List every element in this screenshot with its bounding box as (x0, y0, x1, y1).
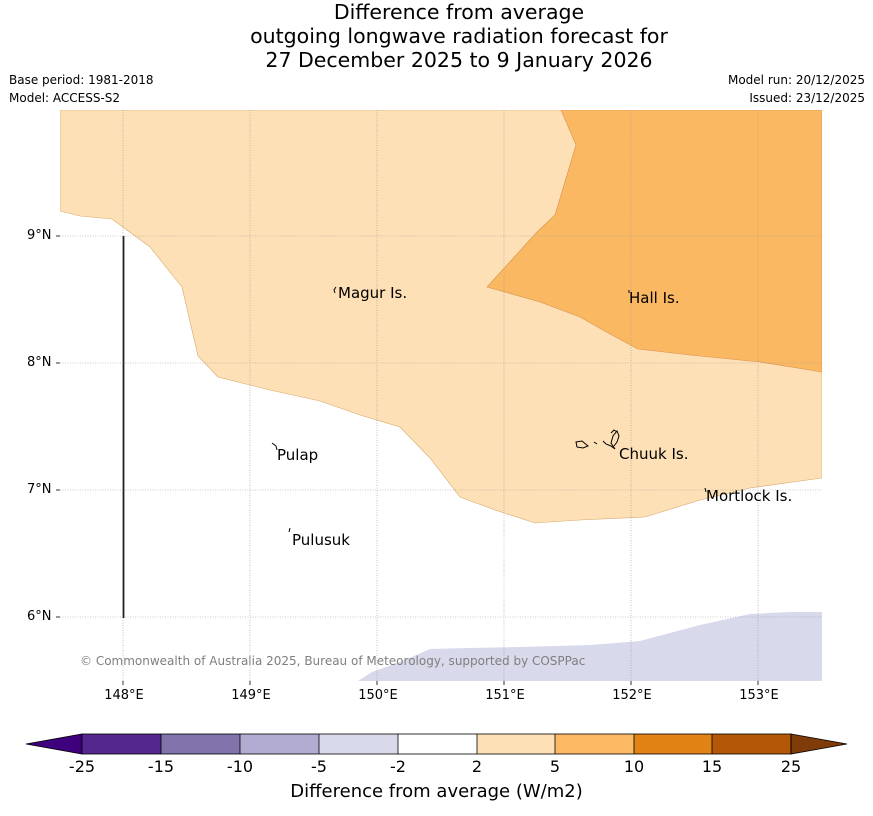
anomaly-region-5-to-10 (486, 110, 822, 373)
colorbar-tick-neg10: -10 (226, 757, 254, 776)
colorbar-extend-high (790, 733, 848, 755)
anomaly-region-neg5-to-neg2 (358, 612, 822, 681)
magur-island-shape (333, 286, 337, 294)
colorbar-swatch-8 (634, 734, 712, 754)
colorbar-swatch-7 (555, 734, 634, 754)
copyright-notice: © Commonwealth of Australia 2025, Bureau… (80, 654, 585, 668)
label-pulusuk: Pulusuk (292, 531, 350, 549)
pulusuk-island-shape (288, 527, 291, 533)
lon-label-150e: 150°E (358, 688, 398, 703)
colorbar-tick-2: 2 (471, 757, 483, 776)
colorbar-tick-neg15: -15 (147, 757, 175, 776)
colorbar-swatch-2 (161, 734, 240, 754)
label-magur: Magur Is. (338, 284, 407, 302)
colorbar-tick-5: 5 (549, 757, 561, 776)
title-line-1: Difference from average (333, 0, 585, 24)
mortlock-island-shape (704, 487, 707, 493)
colorbar-swatch-1 (82, 734, 161, 754)
base-period: Base period: 1981-2018 (9, 73, 154, 87)
lon-label-149e: 149°E (231, 688, 271, 703)
chuuk-island-shape (575, 429, 620, 450)
lat-label-9n: 9°N (27, 228, 52, 243)
chart-title: Difference from average outgoing longwav… (0, 0, 873, 72)
lon-label-153e: 153°E (739, 688, 779, 703)
colorbar-tick-neg2: -2 (390, 757, 406, 776)
colorbar-tick-25: 25 (780, 757, 802, 776)
label-hall: Hall Is. (629, 289, 680, 307)
label-mortlock: Mortlock Is. (706, 487, 792, 505)
model-name: Model: ACCESS-S2 (9, 91, 121, 105)
model-run: Model run: 20/12/2025 (727, 73, 865, 87)
axis-ticks (56, 235, 759, 685)
colorbar-swatch-6 (477, 734, 555, 754)
colorbar-swatch-9 (712, 734, 791, 754)
pulap-island-shape (271, 442, 278, 451)
title-line-3: 27 December 2025 to 9 January 2026 (265, 48, 653, 72)
meta-right: Model run: 20/12/2025 Issued: 23/12/2025 (728, 71, 865, 107)
label-pulap: Pulap (277, 446, 318, 464)
colorbar (25, 733, 848, 755)
colorbar-tick-10: 10 (623, 757, 645, 776)
meta-left: Base period: 1981-2018 Model: ACCESS-S2 (9, 71, 154, 107)
colorbar-swatch-4 (319, 734, 398, 754)
title-line-2: outgoing longwave radiation forecast for (250, 24, 668, 48)
colorbar-tick-15: 15 (701, 757, 723, 776)
lon-label-152e: 152°E (612, 688, 652, 703)
issued-date: Issued: 23/12/2025 (749, 91, 865, 105)
colorbar-tick-neg5: -5 (311, 757, 327, 776)
lat-label-8n: 8°N (27, 355, 52, 370)
label-chuuk: Chuuk Is. (619, 445, 688, 463)
lon-label-151e: 151°E (485, 688, 525, 703)
colorbar-swatch-3 (240, 734, 319, 754)
island-outlines (271, 286, 707, 533)
lat-label-6n: 6°N (27, 609, 52, 624)
lon-label-148e: 148°E (104, 688, 144, 703)
lat-label-7n: 7°N (27, 482, 52, 497)
colorbar-swatch-5 (398, 734, 477, 754)
colorbar-title: Difference from average (W/m2) (290, 781, 583, 802)
colorbar-extend-low (25, 733, 83, 755)
colorbar-tick-neg25: -25 (68, 757, 96, 776)
graticule (60, 110, 822, 681)
